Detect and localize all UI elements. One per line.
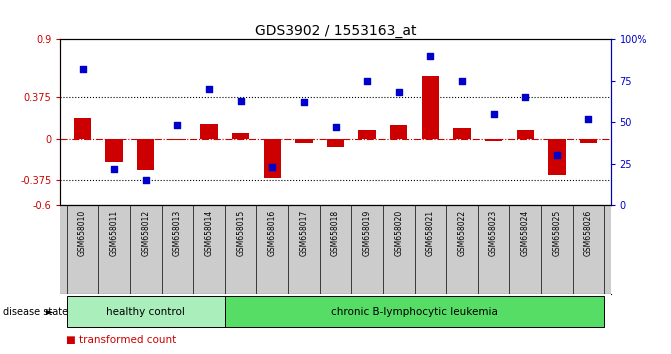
Bar [66, 296, 225, 327]
Text: GSM658024: GSM658024 [521, 210, 529, 256]
Bar [548, 139, 566, 175]
Text: GSM658013: GSM658013 [173, 210, 182, 256]
Point [77, 66, 88, 72]
Text: GSM658022: GSM658022 [458, 210, 466, 256]
Bar [295, 139, 313, 143]
Point [488, 111, 499, 116]
Text: disease state: disease state [3, 307, 68, 316]
Text: GSM658016: GSM658016 [268, 210, 276, 256]
Bar [358, 130, 376, 139]
Text: GSM658019: GSM658019 [362, 210, 372, 256]
Point [140, 178, 151, 183]
Text: GSM658011: GSM658011 [109, 210, 119, 256]
Text: GSM658020: GSM658020 [395, 210, 403, 256]
Point [330, 124, 341, 130]
Bar [225, 296, 605, 327]
Bar [137, 139, 154, 170]
Bar [517, 130, 534, 139]
Bar [485, 139, 503, 141]
Bar [580, 139, 597, 143]
Bar [327, 139, 344, 147]
Point [362, 78, 372, 83]
Point [425, 53, 435, 58]
Text: GSM658012: GSM658012 [142, 210, 150, 256]
Title: GDS3902 / 1553163_at: GDS3902 / 1553163_at [255, 24, 416, 38]
Point [109, 166, 119, 172]
Point [203, 86, 214, 92]
Text: GSM658025: GSM658025 [552, 210, 562, 256]
Bar [74, 118, 91, 139]
Point [520, 94, 531, 100]
Text: healthy control: healthy control [106, 307, 185, 316]
Bar [454, 128, 470, 139]
Text: ■ transformed count: ■ transformed count [66, 335, 176, 345]
Text: chronic B-lymphocytic leukemia: chronic B-lymphocytic leukemia [331, 307, 498, 316]
Bar [390, 125, 407, 139]
Text: GSM658015: GSM658015 [236, 210, 245, 256]
Text: GSM658018: GSM658018 [331, 210, 340, 256]
Text: GSM658026: GSM658026 [584, 210, 593, 256]
Point [457, 78, 468, 83]
Text: GSM658010: GSM658010 [78, 210, 87, 256]
Text: GSM658017: GSM658017 [299, 210, 309, 256]
Text: ►: ► [46, 307, 53, 316]
Point [552, 153, 562, 158]
Point [393, 89, 404, 95]
Bar [232, 133, 250, 139]
Bar [201, 124, 217, 139]
Point [172, 122, 183, 128]
Bar [168, 139, 186, 140]
Bar [264, 139, 281, 178]
Point [583, 116, 594, 122]
Text: GSM658021: GSM658021 [426, 210, 435, 256]
Text: GSM658023: GSM658023 [489, 210, 498, 256]
Bar [105, 139, 123, 162]
Bar [421, 75, 439, 139]
Point [236, 98, 246, 103]
Point [299, 99, 309, 105]
Point [267, 164, 278, 170]
Text: GSM658014: GSM658014 [205, 210, 213, 256]
